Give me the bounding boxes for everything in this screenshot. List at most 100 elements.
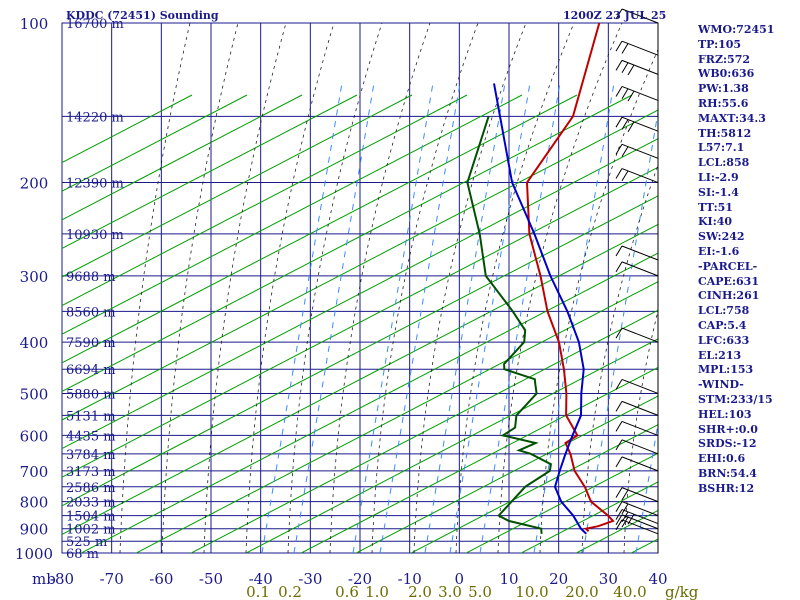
dry-adiabat-line bbox=[62, 223, 658, 535]
height-label: 14220 m bbox=[66, 110, 124, 125]
height-label: 7590 m bbox=[66, 336, 116, 351]
wind-barb-staff bbox=[621, 8, 659, 24]
dry-adiabat-line bbox=[62, 109, 658, 421]
wind-barb-flag bbox=[621, 503, 629, 515]
wind-barb-flag bbox=[627, 121, 635, 133]
wind-barb-staff bbox=[621, 378, 659, 394]
wind-barb-staff bbox=[621, 439, 659, 455]
index-item: TP:105 bbox=[698, 37, 742, 51]
mixing-ratio-label: 1.0 bbox=[365, 583, 389, 600]
temp-tick-label: 20 bbox=[549, 570, 568, 588]
pressure-tick-label: 600 bbox=[20, 427, 49, 445]
pressure-tick-label: 500 bbox=[20, 385, 49, 403]
dry-adiabat-line bbox=[62, 94, 468, 307]
index-item: RH:55.6 bbox=[698, 96, 749, 110]
dry-adiabat-line bbox=[62, 138, 658, 450]
pressure-tick-label: 700 bbox=[20, 463, 49, 481]
dry-adiabat-line bbox=[62, 94, 578, 364]
dry-adiabat-line bbox=[62, 94, 303, 221]
moist-adiabats-layer bbox=[119, 23, 658, 553]
moist-adiabat-line bbox=[203, 23, 287, 553]
mixing-ratio-label: 5.0 bbox=[468, 583, 492, 600]
height-label: 2033 m bbox=[66, 496, 116, 511]
dry-adiabat-line bbox=[520, 481, 658, 553]
height-label: 6694 m bbox=[66, 363, 116, 378]
height-label: 68 m bbox=[66, 547, 99, 562]
mixing-ratio-line bbox=[261, 82, 343, 553]
temp-tick-label: -20 bbox=[348, 570, 372, 588]
moist-adiabat-line bbox=[161, 23, 239, 553]
moist-adiabat-line bbox=[119, 23, 191, 553]
wind-barb-flag bbox=[615, 60, 623, 71]
height-label: 12390 m bbox=[66, 177, 124, 192]
index-item: TT:51 bbox=[698, 200, 733, 214]
index-item: LI:-2.9 bbox=[698, 170, 739, 184]
dry-adiabat-line bbox=[355, 395, 658, 553]
index-item: LCL:858 bbox=[698, 156, 750, 170]
wind-barb-flag bbox=[615, 401, 623, 412]
pressure-tick-label: 1000 bbox=[15, 545, 53, 563]
mixing-ratio-line bbox=[449, 82, 531, 553]
wind-barb-staff bbox=[621, 456, 659, 472]
mixing-ratio-layer bbox=[261, 82, 658, 553]
wind-barb-staff bbox=[621, 327, 659, 343]
dry-adiabat-line bbox=[62, 94, 413, 278]
index-item: LFC:633 bbox=[698, 333, 750, 347]
index-item: SI:-1.4 bbox=[698, 185, 739, 199]
mixing-ratio-label: 0.6 bbox=[335, 583, 359, 600]
height-label: 5131 m bbox=[66, 409, 116, 424]
wind-barbs-layer bbox=[615, 8, 659, 553]
index-item: PW:1.38 bbox=[698, 82, 749, 96]
wind-barb-flag bbox=[615, 8, 623, 20]
wind-barb-flag bbox=[615, 379, 623, 390]
wind-barb-flag bbox=[615, 421, 623, 432]
temp-tick-label: -60 bbox=[149, 570, 173, 588]
mixing-ratio-line bbox=[424, 82, 506, 553]
mixing-ratio-label: 3.0 bbox=[438, 583, 462, 600]
wind-barb-flag bbox=[615, 509, 623, 520]
dry-adiabat-line bbox=[62, 166, 658, 478]
height-label: 10930 m bbox=[66, 228, 124, 243]
parcel-line bbox=[493, 83, 587, 535]
pressure-tick-label: 300 bbox=[20, 268, 49, 286]
temp-tick-label: 40 bbox=[648, 570, 667, 588]
index-item: BSHR:12 bbox=[698, 481, 755, 495]
wind-barb-flag bbox=[621, 489, 629, 501]
index-item: L57:7.1 bbox=[698, 141, 745, 155]
wind-barb-flag bbox=[615, 501, 623, 512]
temp-tick-label: -10 bbox=[398, 570, 422, 588]
dry-adiabats-layer bbox=[62, 94, 658, 553]
mixing-ratio-line bbox=[533, 82, 615, 553]
wind-barb-staff bbox=[621, 261, 659, 277]
wind-barb-flag bbox=[621, 88, 629, 100]
temperature-line bbox=[525, 23, 615, 533]
index-item: WMO:72451 bbox=[698, 23, 775, 36]
index-item: TH:5812 bbox=[698, 126, 752, 140]
height-label: 3784 m bbox=[66, 448, 116, 463]
dry-adiabat-line bbox=[300, 366, 658, 553]
mixing-ratio-line bbox=[479, 82, 561, 553]
wind-barb-flag bbox=[615, 261, 623, 273]
index-item: FRZ:572 bbox=[698, 52, 751, 66]
pressure-tick-label: 100 bbox=[20, 15, 49, 33]
wind-barb-flag bbox=[621, 146, 629, 157]
temp-tick-label: 0 bbox=[455, 570, 465, 588]
index-item: KI:40 bbox=[698, 215, 733, 229]
profile-layer bbox=[466, 23, 615, 535]
temp-tick-label: -80 bbox=[50, 570, 74, 588]
pressure-tick-label: 800 bbox=[20, 494, 49, 512]
mixing-ratio-line bbox=[352, 82, 434, 553]
wind-barb-flag bbox=[615, 40, 623, 52]
moist-adiabat-line bbox=[539, 48, 658, 553]
index-item: STM:233/15 bbox=[698, 392, 773, 406]
index-item: CAP:5.4 bbox=[698, 318, 747, 332]
dry-adiabat-line bbox=[62, 94, 633, 392]
index-item: -PARCEL- bbox=[698, 259, 758, 273]
mixing-ratio-label: 20.0 bbox=[565, 583, 598, 600]
index-item: CINH:261 bbox=[698, 289, 760, 303]
dry-adiabat-line bbox=[465, 452, 658, 553]
wind-barb-flag bbox=[621, 62, 629, 73]
mixing-ratio-label: 0.2 bbox=[278, 583, 302, 600]
moist-adiabat-line bbox=[245, 23, 335, 553]
